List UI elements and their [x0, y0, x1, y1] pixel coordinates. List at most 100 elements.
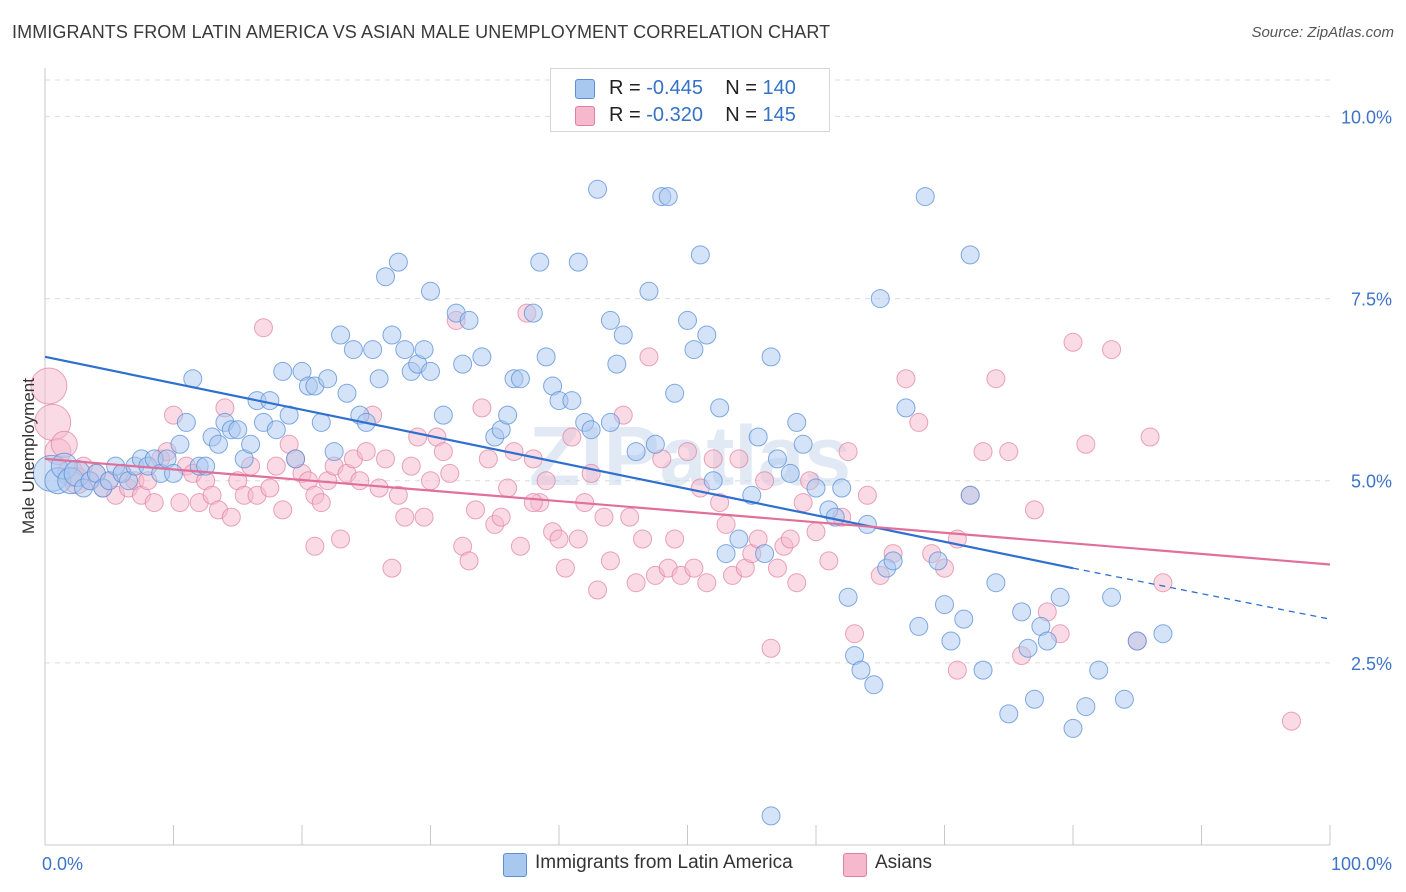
latin-america-point — [1024, 689, 1044, 709]
latin-america-point — [742, 485, 762, 505]
latin-america-point — [568, 252, 588, 272]
latin-america-point — [331, 325, 351, 345]
asians-point — [793, 493, 813, 513]
latin-america-point — [1037, 631, 1057, 651]
r-value: -0.445 — [646, 77, 703, 99]
asians-point — [562, 427, 582, 447]
latin-america-point — [665, 383, 685, 403]
latin-america-point — [343, 340, 363, 360]
asians-point — [755, 471, 775, 491]
latin-america-point — [318, 369, 338, 389]
asians-point — [588, 580, 608, 600]
latin-america-trend-line — [44, 355, 1074, 570]
correlation-legend: R = -0.445 N = 140 R = -0.320 N = 145 — [550, 68, 830, 132]
y-axis-label: Male Unemployment — [19, 378, 38, 534]
r-label: R = — [609, 104, 641, 126]
latin-america-point — [588, 179, 608, 199]
asians-point — [472, 398, 492, 418]
latin-america-point — [986, 573, 1006, 593]
latin-america-point — [710, 398, 730, 418]
latin-america-point — [1102, 587, 1122, 607]
latin-america-point — [311, 412, 331, 432]
legend-text: R = -0.445 N = 140 — [609, 77, 796, 100]
asians-point — [973, 442, 993, 462]
asians-point — [678, 442, 697, 462]
latin-america-point — [388, 252, 408, 272]
latin-america-point — [164, 463, 183, 483]
latin-america-point — [864, 675, 884, 695]
asians-point — [819, 551, 839, 571]
asians-point — [350, 471, 370, 491]
asians-point — [311, 493, 331, 513]
asians-point — [555, 558, 575, 578]
latin-america-point — [1114, 689, 1134, 709]
asians-point — [30, 367, 68, 405]
legend-swatch-pink — [843, 853, 867, 877]
latin-america-point — [626, 442, 646, 462]
latin-america-point — [510, 369, 530, 389]
y-tick-label: 5.0% — [1351, 472, 1392, 492]
latin-america-point — [498, 405, 518, 425]
latin-america-point — [1063, 718, 1083, 738]
latin-america-point — [1018, 638, 1038, 658]
y-tick-label: 7.5% — [1351, 290, 1392, 310]
asians-point — [716, 514, 736, 534]
latin-america-point — [645, 434, 665, 454]
latin-america-point — [960, 245, 980, 265]
trend-lines — [44, 355, 1331, 620]
asians-point — [408, 427, 428, 447]
latin-america-points — [32, 179, 1173, 826]
latin-america-point — [286, 449, 306, 469]
asians-point — [633, 529, 653, 549]
legend-swatch-blue — [575, 79, 595, 99]
asians-point — [421, 471, 440, 491]
latin-america-point — [896, 398, 916, 418]
asians-point — [523, 493, 543, 513]
latin-america-point — [395, 340, 415, 360]
x-tick-label: 0.0% — [42, 854, 83, 874]
asians-point — [266, 456, 286, 476]
latin-america-point — [870, 289, 890, 309]
asians-point — [1063, 332, 1083, 352]
latin-america-point — [658, 187, 678, 207]
y-tick-label: 10.0% — [1341, 107, 1392, 127]
latin-america-point — [999, 704, 1019, 724]
latin-america-point — [530, 252, 550, 272]
asians-point — [491, 507, 511, 527]
latin-america-point — [928, 551, 948, 571]
asians-points — [30, 303, 1301, 731]
latin-america-point — [954, 609, 974, 629]
asians-point — [767, 558, 787, 578]
latin-america-point — [960, 485, 980, 505]
asians-point — [665, 529, 685, 549]
legend-text: R = -0.320 N = 145 — [609, 104, 796, 127]
latin-america-point — [273, 361, 293, 381]
latin-america-point — [369, 369, 389, 389]
latin-america-point — [915, 187, 935, 207]
legend-swatch-pink — [575, 106, 595, 126]
latin-america-point — [767, 449, 787, 469]
latin-america-point — [883, 551, 903, 571]
latin-america-point — [703, 471, 723, 491]
r-label: R = — [609, 77, 641, 99]
latin-america-point — [1089, 660, 1109, 680]
asians-point — [440, 463, 460, 483]
latin-america-point — [613, 325, 633, 345]
asians-point — [459, 551, 479, 571]
latin-america-point — [266, 420, 286, 440]
asians-point — [896, 369, 916, 389]
asians-point — [465, 500, 485, 520]
asians-point — [1140, 427, 1160, 447]
asians-point — [1153, 573, 1173, 593]
latin-america-point — [851, 660, 871, 680]
asians-point — [594, 507, 614, 527]
n-label: N = — [725, 77, 757, 99]
asians-point — [433, 442, 453, 462]
asians-point — [806, 522, 826, 542]
asians-point — [620, 507, 640, 527]
asians-point — [639, 347, 659, 367]
latin-america-point — [793, 434, 813, 454]
asians-point — [221, 507, 241, 527]
asians-point — [253, 318, 273, 338]
